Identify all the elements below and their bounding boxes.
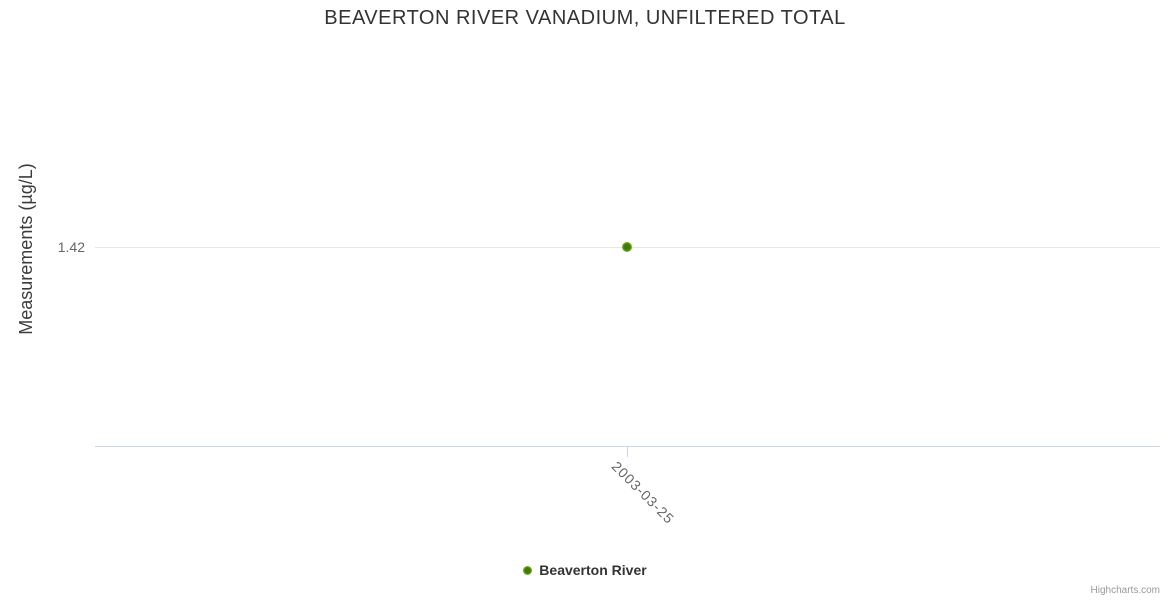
legend-series-label: Beaverton River — [539, 562, 647, 578]
y-axis-tick-label: 1.42 — [57, 239, 85, 255]
highcharts-credit-link[interactable]: Highcharts.com — [1090, 585, 1160, 596]
data-point-marker[interactable] — [622, 242, 632, 252]
chart-title: BEAVERTON RIVER VANADIUM, UNFILTERED TOT… — [324, 7, 846, 29]
legend-item-beaverton-river[interactable]: Beaverton River — [0, 562, 1170, 578]
x-axis-tick-label: 2003-03-25 — [608, 458, 678, 528]
x-axis-line — [95, 446, 1160, 447]
x-axis-tick-mark — [627, 447, 628, 457]
legend-series-marker-icon — [523, 565, 533, 575]
